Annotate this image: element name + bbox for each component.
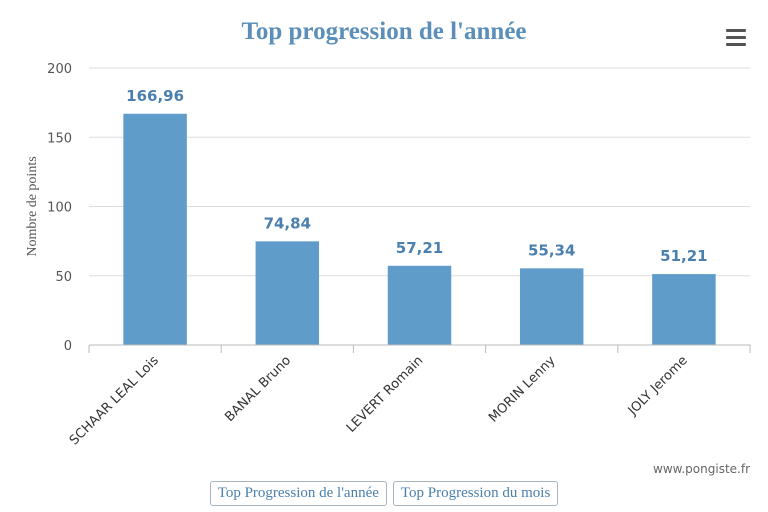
data-label: 74,84 [264,214,311,232]
y-axis-label: Nombre de points [25,156,40,256]
bar[interactable] [652,274,716,345]
bar[interactable] [123,113,187,345]
top-progression-year-button[interactable]: Top Progression de l'année [209,481,387,506]
x-tick-label: LEVERT Romain [344,353,426,435]
hamburger-menu-icon[interactable] [726,29,746,46]
bar-chart: 166,96 74,84 57,21 55,34 51,21 0 50 100 150 200 N… [25,62,751,448]
bar[interactable] [255,241,320,345]
data-label: 55,34 [528,241,575,259]
y-tick-label: 100 [47,201,72,216]
y-tick-label: 0 [64,339,72,354]
x-tick-label: SCHAAR LEAL Lois [67,353,162,448]
chart-title: Top progression de l'année [241,18,527,45]
x-tick-label: JOLY Jerome [625,353,691,419]
bar[interactable] [387,265,452,345]
top-progression-month-button[interactable]: Top Progression du mois [392,481,559,506]
data-label: 51,21 [660,247,707,265]
credit-link[interactable]: www.pongiste.fr [653,462,750,476]
x-tick-label: MORIN Lenny [486,353,559,426]
bar[interactable] [519,268,584,345]
chart-switch-buttons: Top Progression de l'année Top Progressi… [0,481,768,506]
y-tick-label: 50 [55,270,72,285]
y-tick-label: 150 [47,131,72,146]
x-tick-label: BANAL Bruno [222,353,294,425]
data-label: 57,21 [396,239,443,257]
data-label: 166,96 [126,87,184,105]
chart-container: Top progression de l'année 166,96 74,84 57… [25,18,751,476]
y-tick-label: 200 [47,62,72,77]
